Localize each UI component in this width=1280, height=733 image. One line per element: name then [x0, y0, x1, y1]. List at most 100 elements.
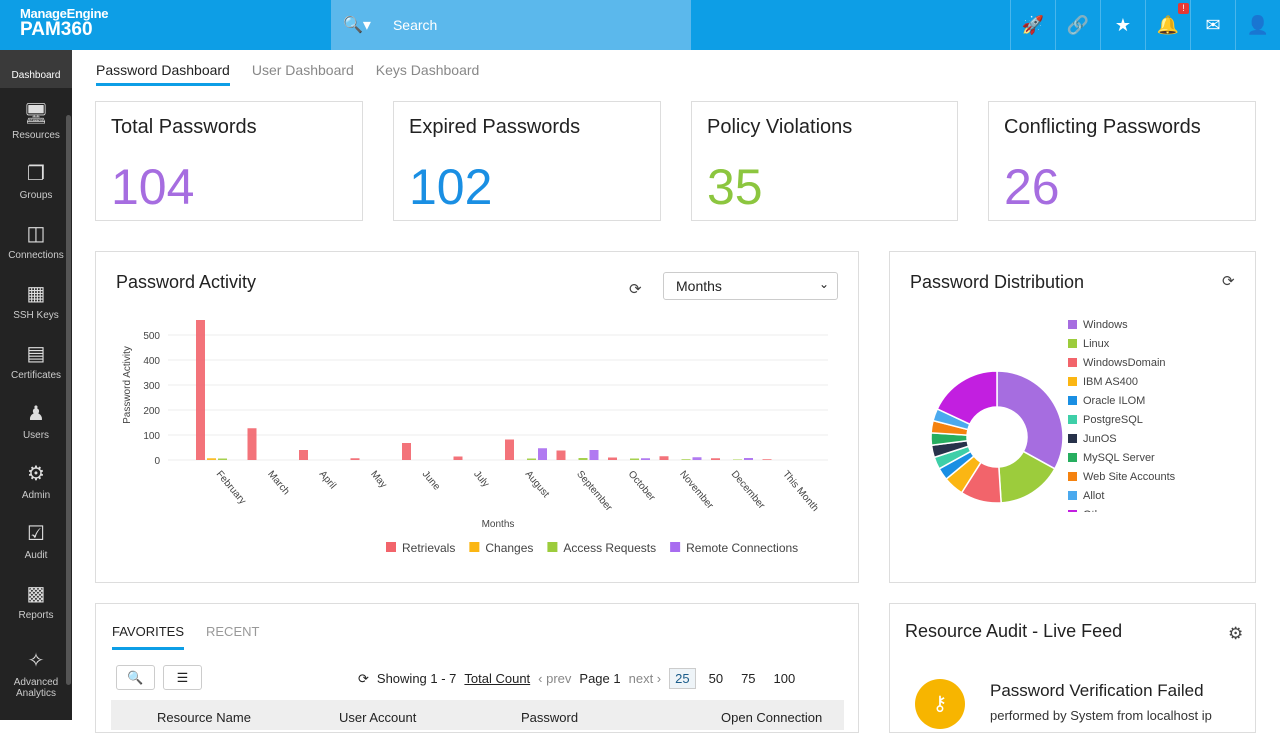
bar-access-requests [681, 459, 691, 460]
list-view-button[interactable]: ☰ [163, 665, 202, 690]
bar-remote-connections [589, 450, 599, 460]
sidebar-item-certificates[interactable]: ▤ Certificates [0, 328, 72, 388]
bar-remote-connections [538, 448, 547, 460]
brand-top: ManageEngine [20, 6, 109, 21]
bar-remote-connections [641, 458, 650, 460]
page-size-25[interactable]: 25 [669, 668, 696, 689]
refresh-icon[interactable]: ⟳ [629, 281, 642, 298]
page-size-50[interactable]: 50 [708, 671, 724, 686]
stat-value: 26 [1004, 159, 1060, 215]
legend-item[interactable]: IBM AS400 [1068, 373, 1175, 392]
favorites-card: FAVORITES RECENT 🔍 ☰ ⟳ Showing 1 - 7 Tot… [95, 603, 859, 733]
stat-conflicting-passwords[interactable]: Conflicting Passwords 26 [988, 101, 1256, 221]
card-title: Password Activity [116, 272, 257, 292]
stat-value: 35 [707, 159, 763, 215]
legend-item[interactable]: Oracle ILOM [1068, 392, 1175, 411]
period-select[interactable]: Months ⌄ [663, 272, 838, 300]
bar-chart: 0 100 200 300 400 500 Password Activity Februar… [122, 320, 828, 555]
logo[interactable]: ManageEngine PAM360 [0, 0, 109, 50]
sidebar-item-resources[interactable]: 🖥 Resources [0, 88, 72, 148]
column-user-account[interactable]: User Account [339, 710, 417, 725]
prev-button[interactable]: ‹ prev [538, 671, 572, 686]
tab-favorites[interactable]: FAVORITES [112, 624, 184, 650]
legend-item[interactable]: Windows [1068, 316, 1175, 335]
dashboard-tabs: Password Dashboard User Dashboard Keys D… [96, 62, 479, 86]
refresh-icon[interactable]: ⟳ [358, 670, 369, 686]
page-size-75[interactable]: 75 [741, 671, 756, 686]
table-header: Resource Name User Account Password Open… [111, 700, 844, 730]
stat-policy-violations[interactable]: Policy Violations 35 [691, 101, 958, 221]
sidebar-item-label: Resources [12, 130, 60, 141]
sidebar-scrollbar[interactable] [66, 115, 71, 685]
legend-label: IBM AS400 [1083, 376, 1139, 388]
legend-label: Changes [485, 541, 533, 555]
legend-item[interactable]: PostgreSQL [1068, 411, 1175, 430]
stat-title: Conflicting Passwords [1004, 116, 1201, 138]
bar-changes [207, 458, 216, 460]
sidebar-item-label: Reports [18, 610, 54, 621]
gear-icon[interactable]: ⚙ [1228, 624, 1244, 643]
legend-item[interactable]: Web Site Accounts [1068, 468, 1175, 487]
refresh-icon[interactable]: ⟳ [1222, 273, 1235, 290]
x-tick-label: April [317, 469, 338, 491]
legend-item[interactable]: Others [1068, 506, 1175, 512]
chevron-down-icon: ⌄ [818, 277, 829, 291]
sidebar-item-reports[interactable]: ▩ Reports [0, 568, 72, 628]
column-open-connection: Open Connection [721, 710, 823, 725]
mail-icon[interactable]: ✉ [1190, 0, 1235, 50]
sidebar-item-connections[interactable]: ◫ Connections [0, 208, 72, 268]
legend-item[interactable]: Allot [1068, 487, 1175, 506]
bar-retrievals [350, 458, 360, 460]
bar-retrievals [299, 450, 308, 460]
x-tick-label: August [523, 469, 552, 500]
sidebar-item-audit[interactable]: ☑ Audit [0, 508, 72, 568]
bar-access-requests [733, 459, 742, 460]
total-count-link[interactable]: Total Count [464, 671, 531, 686]
tab-keys-dashboard[interactable]: Keys Dashboard [375, 62, 480, 78]
stat-expired-passwords[interactable]: Expired Passwords 102 [393, 101, 661, 221]
period-value: Months [676, 278, 722, 294]
sidebar-item-advanced-analytics[interactable]: ✧ Advanced Analytics [0, 628, 72, 706]
legend-item[interactable]: MySQL Server [1068, 449, 1175, 468]
sidebar-item-users[interactable]: ♟ Users [0, 388, 72, 448]
page-indicator: Page 1 [579, 671, 621, 686]
sidebar-item-label: Admin [21, 490, 51, 501]
bar-retrievals [762, 459, 772, 460]
sidebar-item-label: Groups [19, 190, 53, 201]
legend-swatch [1068, 510, 1077, 512]
column-resource-name[interactable]: Resource Name [157, 710, 251, 725]
search-placeholder: Search [392, 17, 438, 33]
legend-item[interactable]: Linux [1068, 335, 1175, 354]
user-icon: ♟ [27, 403, 45, 425]
next-button[interactable]: next › [628, 671, 662, 686]
search-icon[interactable]: 🔍▾ [343, 17, 371, 34]
stat-value: 104 [111, 159, 195, 215]
sidebar-item-dashboard[interactable]: Dashboard [0, 50, 72, 88]
profile-icon[interactable]: 👤 [1235, 0, 1280, 50]
slice-windows [996, 370, 1064, 470]
link-icon[interactable]: 🔗 [1055, 0, 1100, 50]
sidebar-item-groups[interactable]: ❐ Groups [0, 148, 72, 208]
x-tick-label: October [626, 469, 658, 504]
rocket-icon[interactable]: 🚀 [1010, 0, 1055, 50]
search-input[interactable]: 🔍▾ Search [331, 0, 691, 50]
stat-total-passwords[interactable]: Total Passwords 104 [95, 101, 363, 221]
key-icon: ⚷ [915, 679, 965, 729]
donut-chart [930, 370, 1064, 504]
user-star-icon[interactable]: ★ [1100, 0, 1145, 50]
sidebar-item-ssh-keys[interactable]: ▦ SSH Keys [0, 268, 72, 328]
bar-retrievals [402, 443, 411, 460]
tab-password-dashboard[interactable]: Password Dashboard [96, 62, 230, 86]
certificate-icon: ▤ [26, 343, 46, 365]
legend-label: Linux [1083, 338, 1110, 350]
bar-access-requests [630, 458, 639, 460]
legend-item[interactable]: JunOS [1068, 430, 1175, 449]
bell-icon[interactable]: 🔔! [1145, 0, 1190, 50]
sidebar-item-admin[interactable]: ⚙ Admin [0, 448, 72, 508]
tab-user-dashboard[interactable]: User Dashboard [251, 62, 354, 78]
tab-recent[interactable]: RECENT [206, 624, 260, 639]
page-size-100[interactable]: 100 [773, 671, 796, 686]
x-tick-label: July [471, 469, 491, 490]
legend-item[interactable]: WindowsDomain [1068, 354, 1175, 373]
search-button[interactable]: 🔍 [116, 665, 155, 690]
